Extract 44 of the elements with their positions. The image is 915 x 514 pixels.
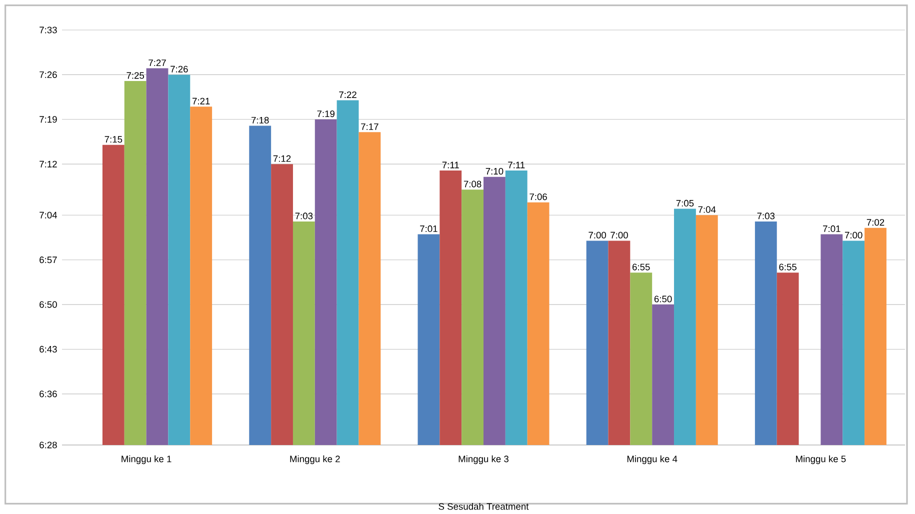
y-tick-label: 7:12 (40, 160, 57, 168)
x-tick-label: Minggu ke 2 (290, 455, 340, 464)
y-tick-label: 6:50 (40, 301, 57, 308)
y-tick-label: 7:04 (40, 212, 58, 218)
x-tick-label: Minggu ke 3 (458, 455, 508, 464)
data-label: 7:00 (844, 232, 862, 238)
data-label: 7:00 (588, 232, 606, 238)
data-label: 7:11 (442, 162, 459, 168)
y-tick-label: 6:28 (40, 442, 57, 448)
y-tick-label: 6:43 (40, 346, 57, 352)
data-label: 7:01 (420, 225, 438, 232)
x-tick-label: Minggu ke 1 (122, 455, 172, 464)
data-label: 7:11 (508, 162, 525, 168)
data-label: 7:06 (530, 193, 547, 200)
data-label: 7:04 (698, 206, 716, 213)
data-label: 7:18 (252, 116, 269, 124)
data-label: 6:50 (654, 296, 672, 302)
data-label: 7:10 (486, 168, 504, 174)
x-axis-title: S Sesudah Treatment (438, 502, 529, 510)
data-label: 7:27 (148, 59, 166, 66)
data-label: 7:08 (464, 180, 482, 188)
y-tick-label: 6:57 (40, 256, 57, 264)
data-label: 7:02 (866, 218, 884, 226)
data-label: 7:26 (170, 66, 188, 72)
data-label: 7:25 (126, 72, 144, 79)
data-label: 7:03 (295, 212, 313, 220)
y-tick-label: 7:19 (40, 116, 57, 123)
data-label: 7:19 (317, 110, 334, 117)
x-tick-label: Minggu ke 4 (627, 455, 678, 464)
y-tick-label: 6:36 (40, 390, 57, 398)
data-label: 7:03 (757, 212, 775, 220)
data-label: 7:12 (273, 155, 291, 162)
data-label: 7:22 (339, 91, 356, 98)
data-label: 7:05 (676, 200, 694, 206)
x-tick-label: Minggu ke 5 (796, 455, 846, 464)
data-label: 7:01 (823, 225, 840, 232)
data-label: 7:21 (192, 98, 210, 104)
data-label: 7:17 (361, 123, 378, 130)
data-label: 6:55 (632, 264, 650, 270)
y-tick-label: 7:33 (40, 26, 57, 34)
data-label: 6:55 (779, 264, 796, 270)
y-tick-label: 7:26 (40, 71, 57, 78)
data-label: 7:15 (104, 136, 122, 143)
data-label: 7:00 (610, 232, 628, 238)
